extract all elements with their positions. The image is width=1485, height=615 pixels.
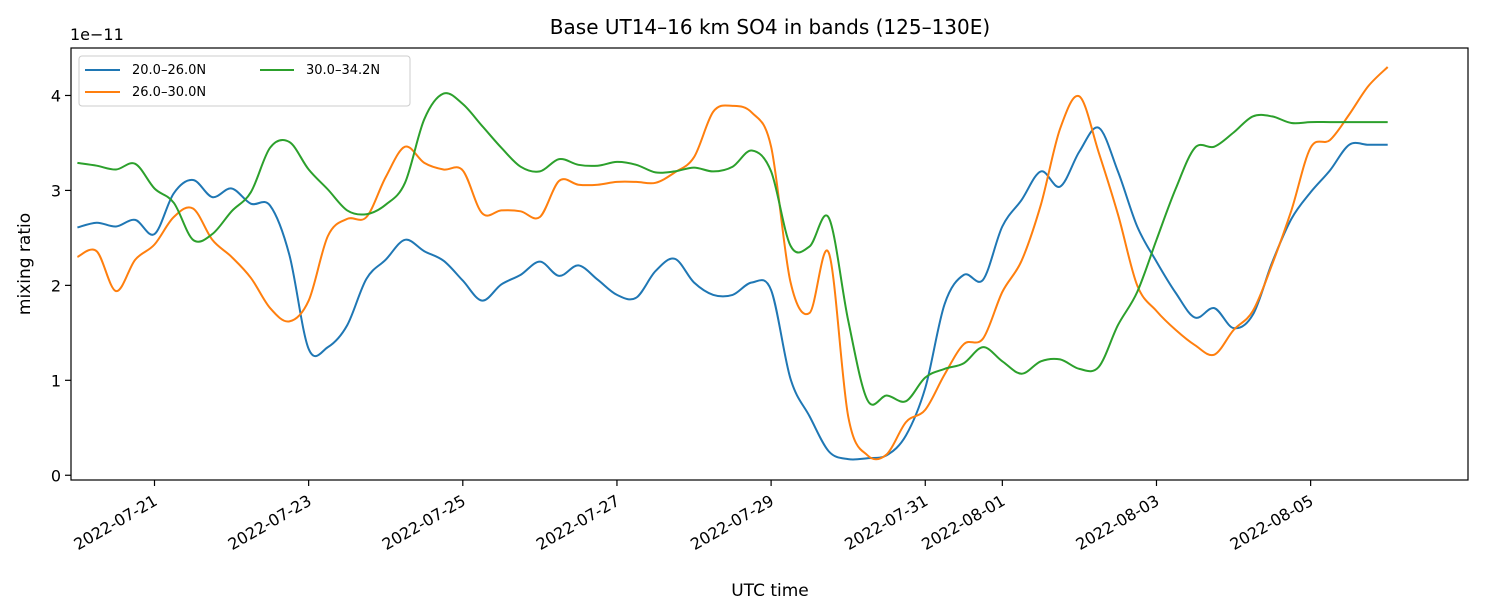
y-axis: 0 1 2 3 4 bbox=[51, 86, 71, 485]
legend-label-26-30n: 26.0–30.0N bbox=[132, 85, 206, 100]
y-axis-offset-label: 1e−11 bbox=[70, 25, 124, 44]
y-tick-label: 1 bbox=[51, 371, 61, 390]
legend-frame bbox=[78, 55, 411, 107]
x-tick-label: 2022-08-05 bbox=[1227, 491, 1317, 554]
x-axis: 2022-07-21 2022-07-23 2022-07-25 2022-07-27… bbox=[70, 480, 1317, 554]
x-tick-label: 2022-08-01 bbox=[918, 491, 1008, 554]
series-line-2 bbox=[77, 92, 1388, 406]
x-tick-label: 2022-07-25 bbox=[379, 491, 469, 554]
series-line-0 bbox=[77, 126, 1388, 461]
x-axis-label: UTC time bbox=[731, 581, 809, 601]
legend-label-30-34n: 30.0–34.2N bbox=[306, 63, 380, 78]
x-tick-label: 2022-07-23 bbox=[225, 491, 315, 554]
y-tick-label: 0 bbox=[51, 466, 61, 485]
y-tick-label: 3 bbox=[51, 181, 61, 200]
legend-label-20-26n: 20.0–26.0N bbox=[132, 63, 206, 78]
y-tick-label: 2 bbox=[51, 276, 61, 295]
plot-area-frame bbox=[70, 47, 1469, 481]
x-tick-label: 2022-08-03 bbox=[1072, 491, 1162, 554]
x-tick-label: 2022-07-21 bbox=[70, 491, 160, 554]
series-line-1 bbox=[76, 66, 1389, 461]
chart-title: Base UT14–16 km SO4 in bands (125–130E) bbox=[550, 15, 990, 39]
y-axis-label: mixing ratio bbox=[15, 213, 35, 315]
series-layer bbox=[76, 66, 1389, 461]
y-tick-label: 4 bbox=[51, 86, 61, 105]
x-tick-label: 2022-07-27 bbox=[533, 491, 623, 554]
legend: 20.0–26.0N 26.0–30.0N 30.0–34.2N bbox=[78, 55, 411, 107]
x-tick-label: 2022-07-31 bbox=[841, 491, 931, 554]
x-tick-label: 2022-07-29 bbox=[687, 491, 777, 554]
